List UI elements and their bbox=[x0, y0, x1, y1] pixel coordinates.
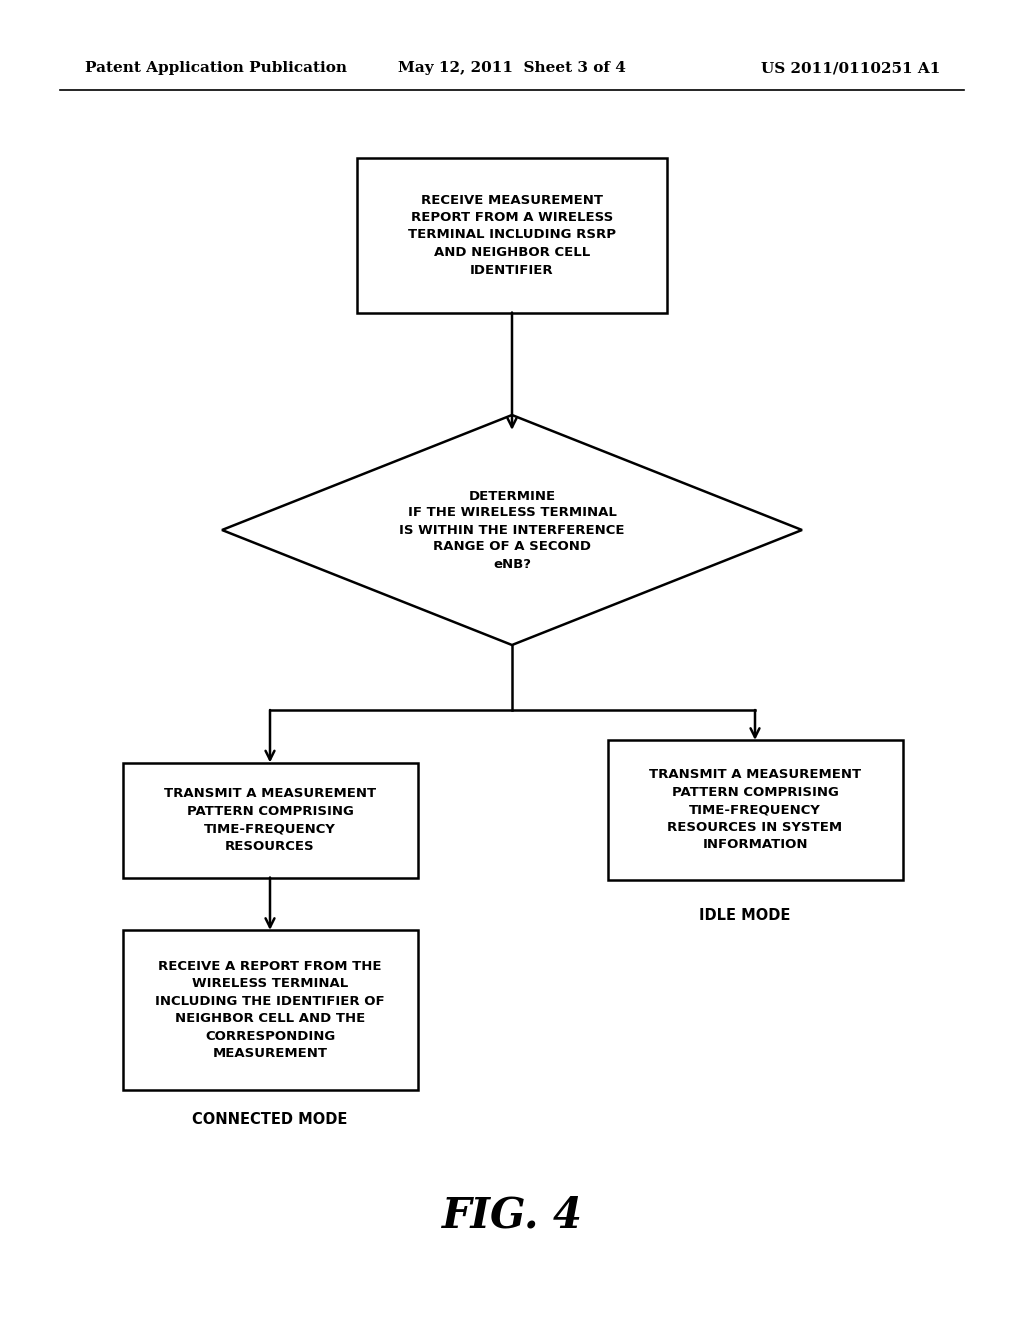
FancyBboxPatch shape bbox=[607, 741, 902, 880]
Text: CONNECTED MODE: CONNECTED MODE bbox=[193, 1111, 348, 1127]
Text: US 2011/0110251 A1: US 2011/0110251 A1 bbox=[761, 61, 940, 75]
Text: Patent Application Publication: Patent Application Publication bbox=[85, 61, 347, 75]
Text: RECEIVE A REPORT FROM THE
WIRELESS TERMINAL
INCLUDING THE IDENTIFIER OF
NEIGHBOR: RECEIVE A REPORT FROM THE WIRELESS TERMI… bbox=[156, 960, 385, 1060]
Text: RECEIVE MEASUREMENT
REPORT FROM A WIRELESS
TERMINAL INCLUDING RSRP
AND NEIGHBOR : RECEIVE MEASUREMENT REPORT FROM A WIRELE… bbox=[408, 194, 616, 276]
Text: DETERMINE
IF THE WIRELESS TERMINAL
IS WITHIN THE INTERFERENCE
RANGE OF A SECOND
: DETERMINE IF THE WIRELESS TERMINAL IS WI… bbox=[399, 490, 625, 570]
Text: FIG. 4: FIG. 4 bbox=[441, 1195, 583, 1236]
Text: May 12, 2011  Sheet 3 of 4: May 12, 2011 Sheet 3 of 4 bbox=[398, 61, 626, 75]
FancyBboxPatch shape bbox=[123, 763, 418, 878]
Text: TRANSMIT A MEASUREMENT
PATTERN COMPRISING
TIME-FREQUENCY
RESOURCES: TRANSMIT A MEASUREMENT PATTERN COMPRISIN… bbox=[164, 787, 376, 853]
Polygon shape bbox=[222, 414, 802, 645]
FancyBboxPatch shape bbox=[357, 157, 667, 313]
Text: IDLE MODE: IDLE MODE bbox=[699, 908, 791, 923]
FancyBboxPatch shape bbox=[123, 931, 418, 1090]
Text: TRANSMIT A MEASUREMENT
PATTERN COMPRISING
TIME-FREQUENCY
RESOURCES IN SYSTEM
INF: TRANSMIT A MEASUREMENT PATTERN COMPRISIN… bbox=[649, 768, 861, 851]
